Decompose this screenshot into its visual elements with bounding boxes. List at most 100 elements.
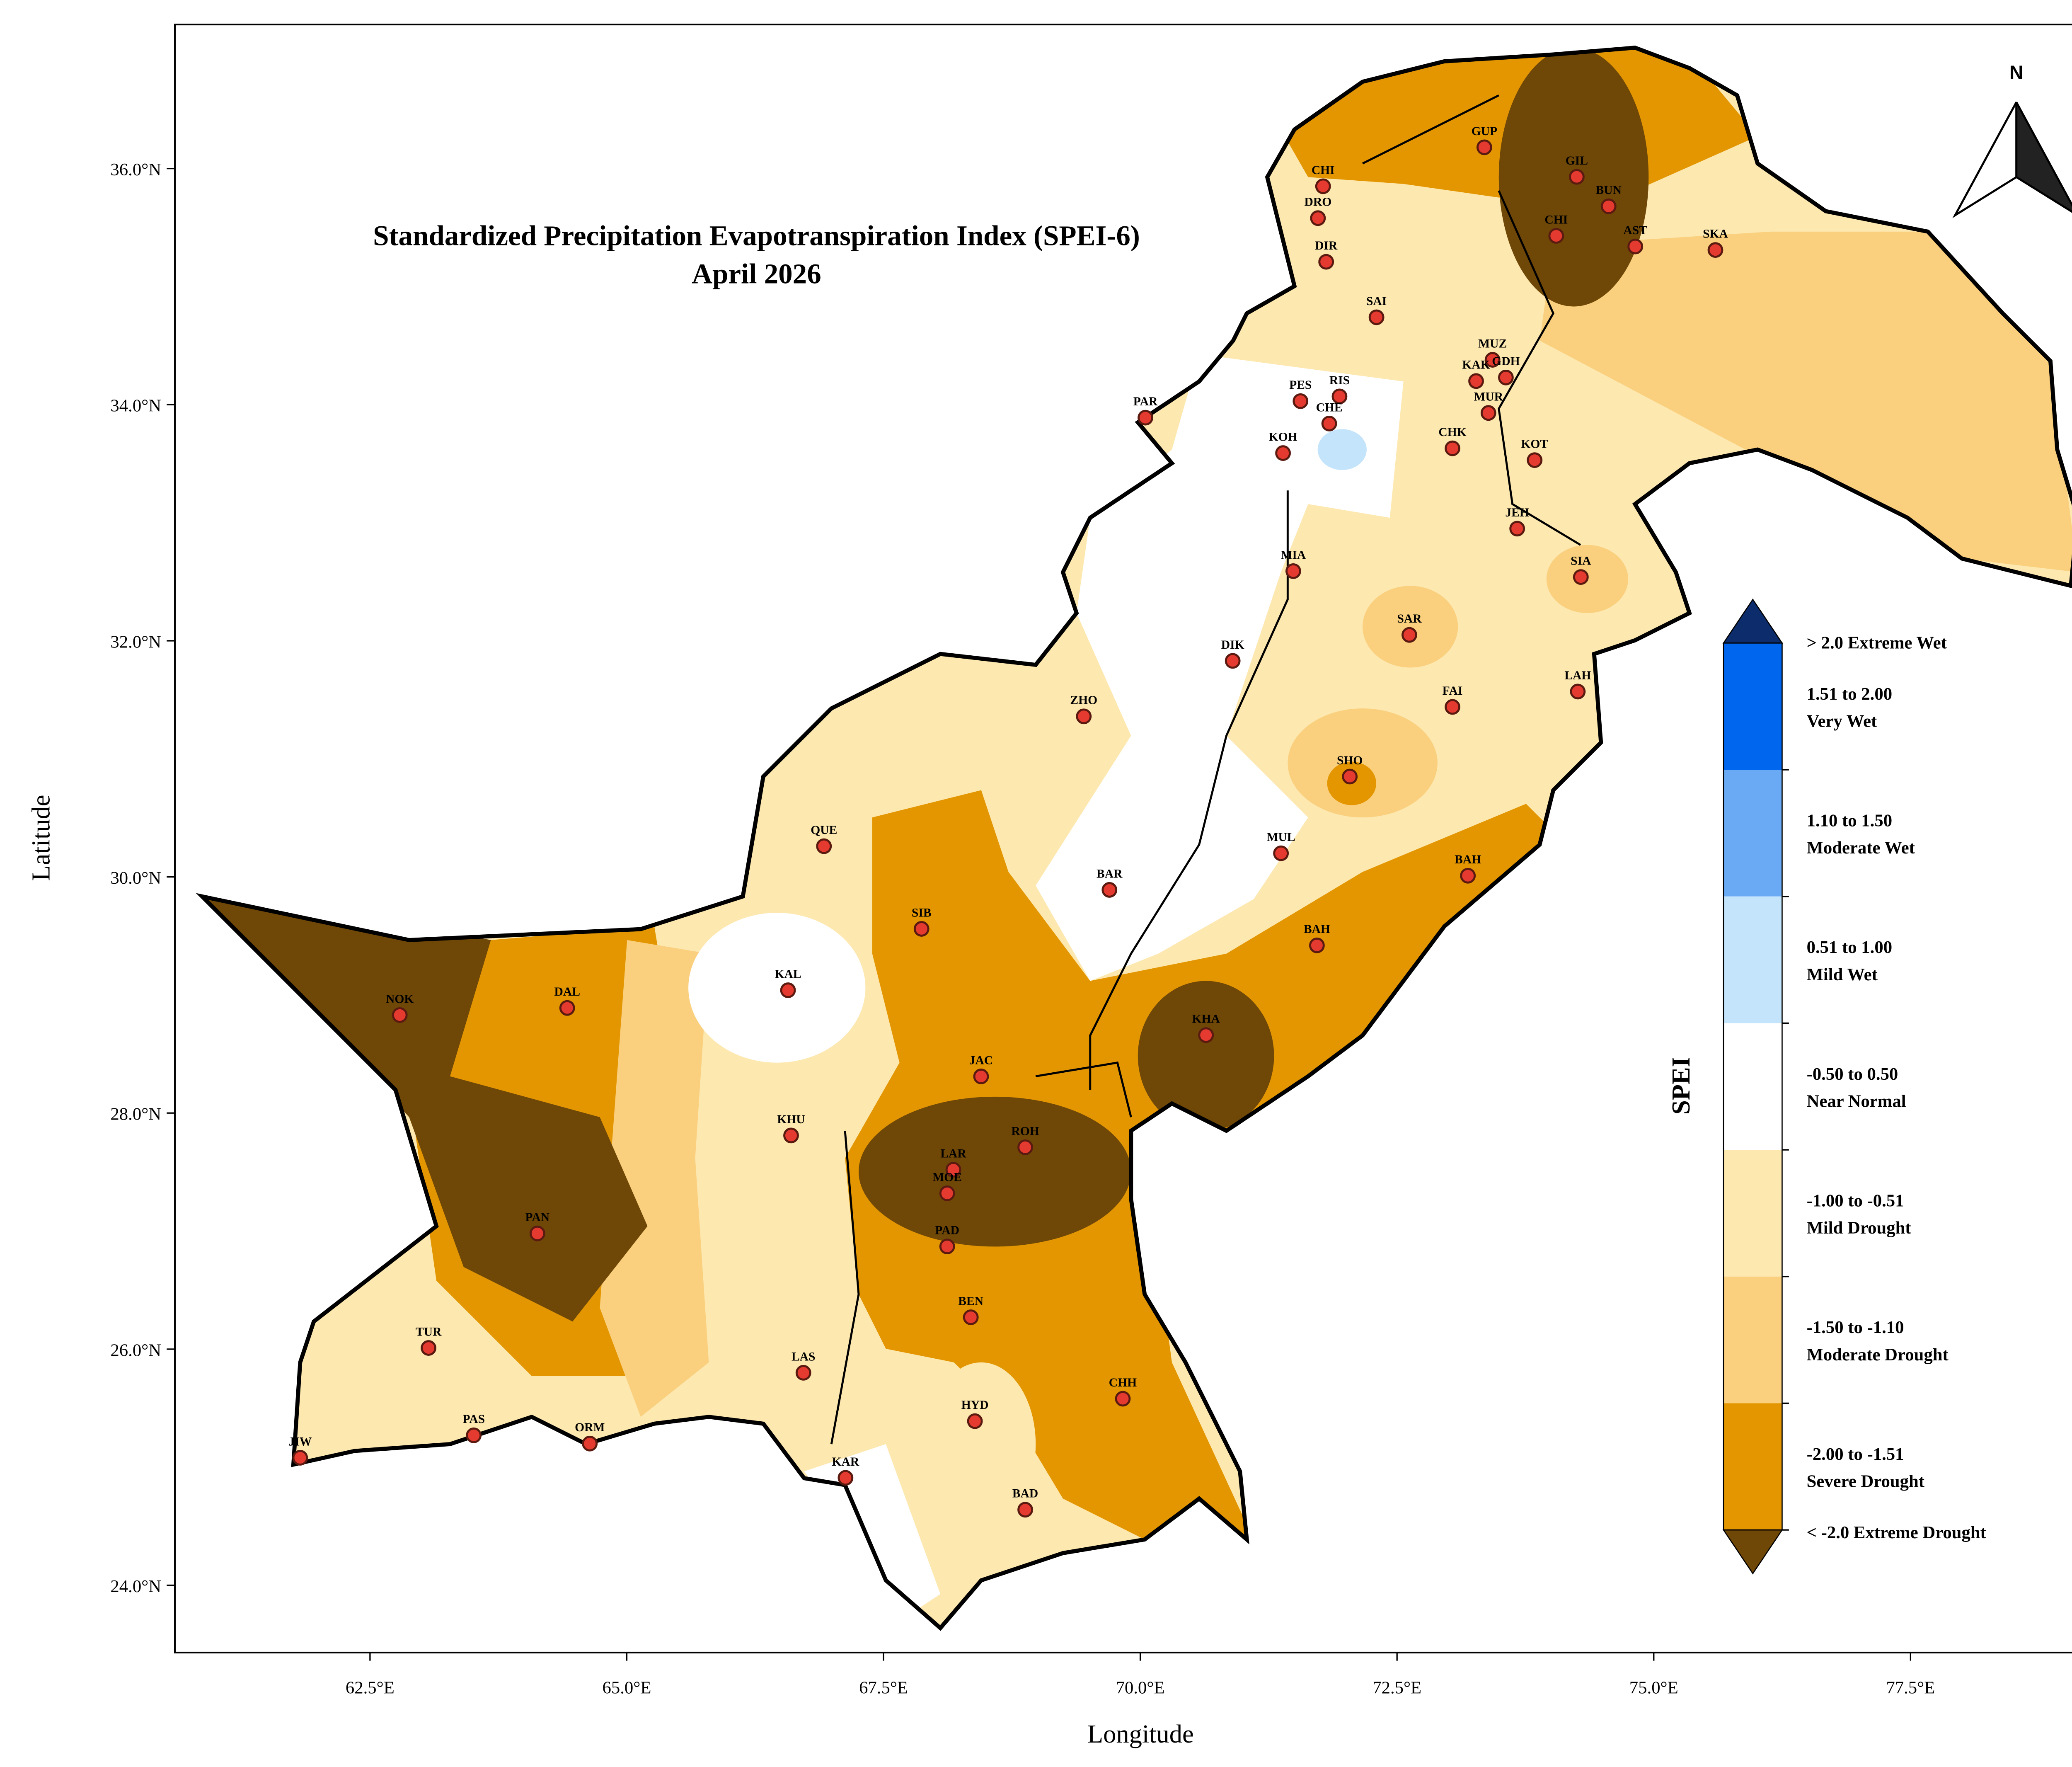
station-label: CHH: [1109, 1376, 1137, 1389]
station-marker: [1476, 139, 1492, 155]
station-label: JAC: [969, 1054, 993, 1067]
moderate-drought-area: [1288, 708, 1438, 818]
station-label: DRO: [1305, 196, 1332, 209]
moderate-drought-area: [600, 940, 709, 1417]
legend-label: -0.50 to 0.50: [1807, 1064, 1898, 1084]
station-marker: [1321, 415, 1337, 431]
station-marker: [963, 1309, 979, 1325]
x-tick-label: 65.0°E: [602, 1678, 651, 1698]
station-marker: [780, 982, 796, 998]
station-label: CHI: [1544, 213, 1568, 226]
legend-label: < -2.0 Extreme Drought: [1807, 1523, 1987, 1542]
station-marker: [1076, 708, 1092, 725]
legend-label: 1.10 to 1.50: [1807, 811, 1892, 830]
y-axis-title: Latitude: [27, 795, 56, 881]
station-marker: [1368, 309, 1385, 325]
station-label: CHE: [1316, 401, 1343, 414]
station-marker: [816, 838, 832, 854]
north-arrow-right: [2015, 102, 2072, 213]
station-label: SAI: [1366, 295, 1387, 308]
station-marker: [1310, 210, 1326, 226]
legend-label: -1.50 to -1.10: [1807, 1318, 1904, 1337]
station-label: KAR: [832, 1455, 859, 1469]
station-marker: [1569, 169, 1585, 185]
station-marker: [1527, 452, 1543, 468]
moderate-drought-area: [1539, 231, 2072, 572]
station-label: SKA: [1703, 228, 1728, 241]
station-label: SHO: [1337, 754, 1363, 767]
legend-label: Mild Drought: [1807, 1218, 1912, 1238]
station-label: PAS: [462, 1413, 485, 1426]
station-label: BUN: [1596, 184, 1622, 197]
station-label: HYD: [961, 1399, 989, 1412]
station-label: PES: [1289, 378, 1312, 392]
y-tick-label: 34.0°N: [110, 396, 161, 416]
station-marker: [1225, 653, 1241, 669]
station-label: LAS: [792, 1350, 816, 1363]
station-label: MIA: [1280, 548, 1306, 562]
station-label: KOH: [1269, 430, 1297, 444]
station-marker: [1331, 388, 1348, 405]
station-marker: [1101, 882, 1118, 898]
station-label: BAH: [1455, 853, 1481, 866]
mild-wet-area: [1317, 429, 1367, 470]
station-marker: [1445, 699, 1460, 715]
station-label: DAL: [554, 985, 580, 999]
station-label: LAH: [1564, 669, 1591, 682]
station-label: CHI: [1312, 164, 1335, 177]
station-marker: [1315, 178, 1331, 194]
legend-swatch: [1723, 1150, 1782, 1277]
station-label: JIW: [288, 1435, 312, 1448]
y-tick-label: 32.0°N: [110, 632, 161, 652]
x-tick-label: 75.0°E: [1629, 1678, 1678, 1698]
y-tick-label: 24.0°N: [110, 1577, 161, 1596]
station-marker: [1402, 627, 1417, 643]
station-marker: [838, 1470, 854, 1486]
extreme-drought-area: [202, 885, 648, 1322]
station-marker: [939, 1239, 955, 1255]
y-tick-label: 28.0°N: [110, 1105, 161, 1124]
station-label: AST: [1623, 224, 1647, 237]
mild-drought-area: [927, 1362, 1036, 1526]
y-tick-label: 36.0°N: [110, 160, 161, 179]
station-label: QUE: [811, 824, 837, 837]
station-label: SIA: [1571, 555, 1591, 568]
station-label: TUR: [416, 1325, 442, 1338]
station-marker: [783, 1127, 799, 1144]
legend-label: 1.51 to 2.00: [1807, 684, 1892, 704]
station-label: BAR: [1097, 867, 1123, 880]
station-marker: [1600, 198, 1617, 214]
x-axis-title: Longitude: [1087, 1719, 1194, 1748]
station-marker: [1017, 1139, 1033, 1155]
north-label: N: [2009, 62, 2023, 83]
extreme-drought-area: [858, 1096, 1131, 1247]
station-label: PAR: [1133, 395, 1158, 408]
station-label: DIK: [1221, 638, 1244, 652]
x-tick-label: 70.0°E: [1116, 1678, 1165, 1698]
legend-swatch: [1723, 1023, 1782, 1150]
legend-title: SPEI: [1666, 1057, 1695, 1115]
station-marker: [1017, 1502, 1033, 1518]
station-label: LAR: [940, 1147, 966, 1160]
station-marker: [466, 1427, 482, 1443]
station-label: MOE: [932, 1171, 962, 1184]
legend-label: Near Normal: [1807, 1092, 1906, 1111]
station-marker: [421, 1340, 437, 1356]
legend-swatch: [1723, 1276, 1782, 1403]
near-normal-area: [1036, 354, 1404, 981]
station-label: SAR: [1397, 612, 1422, 625]
station-label: KOT: [1521, 438, 1548, 451]
legend-label: Severe Drought: [1807, 1472, 1925, 1491]
station-marker: [973, 1069, 989, 1084]
station-marker: [939, 1185, 955, 1201]
station-marker: [1468, 373, 1484, 389]
station-marker: [392, 1007, 408, 1023]
station-marker: [967, 1413, 983, 1429]
near-normal-area: [688, 913, 866, 1063]
station-label: SIB: [912, 906, 932, 919]
station-label: GDH: [1492, 355, 1520, 368]
extreme-drought-area: [1138, 981, 1274, 1131]
station-marker: [1115, 1391, 1131, 1407]
station-marker: [1480, 405, 1496, 421]
